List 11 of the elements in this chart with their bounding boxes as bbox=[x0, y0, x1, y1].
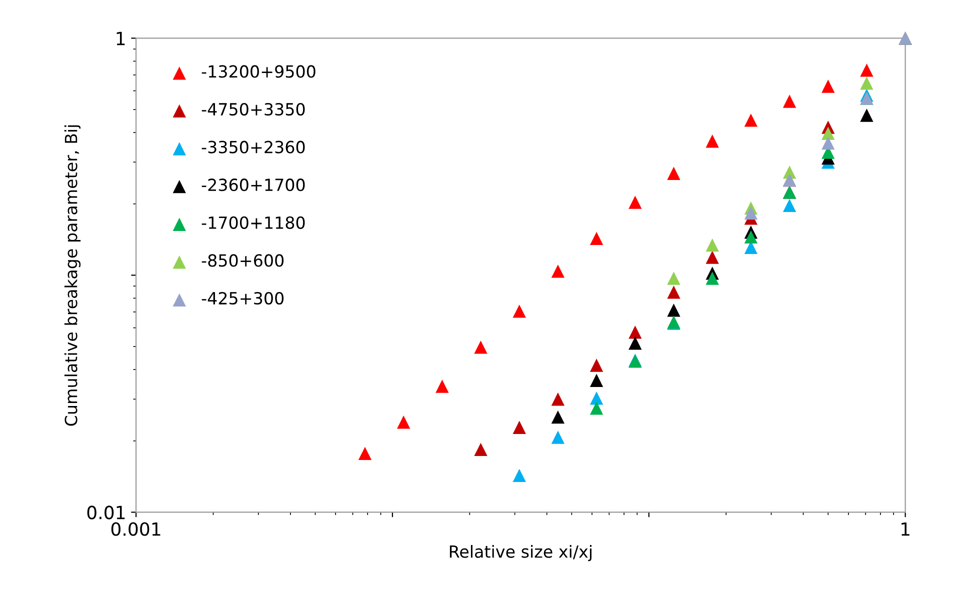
x-tick-label: 0.001 bbox=[111, 522, 160, 536]
y-axis-title: Cumulative breakage parameter, Bij bbox=[64, 125, 81, 426]
legend-label: -4750+3350 bbox=[202, 102, 305, 116]
legend-label: -1700+1180 bbox=[202, 216, 305, 229]
y-tick-label: 0.01 bbox=[87, 506, 125, 520]
legend-label: -13200+9500 bbox=[202, 65, 316, 78]
legend-label: -3350+2360 bbox=[202, 140, 305, 154]
legend-label: -425+300 bbox=[202, 292, 284, 305]
legend-label: -850+600 bbox=[202, 254, 284, 267]
x-axis-title: Relative size xi/xj bbox=[450, 544, 592, 562]
legend-label: -2360+1700 bbox=[202, 178, 305, 192]
